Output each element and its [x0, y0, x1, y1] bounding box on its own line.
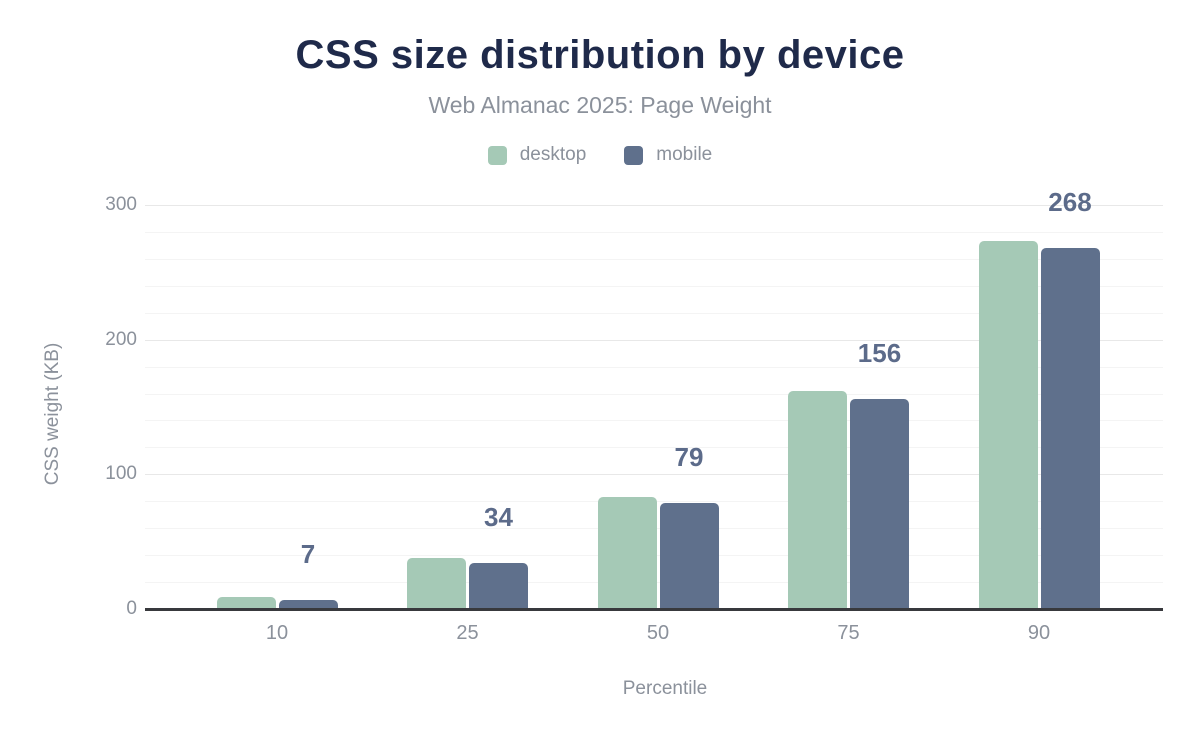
minor-gridline [145, 312, 1163, 314]
mobile-swatch-icon [624, 145, 644, 165]
x-axis-title: Percentile [622, 678, 708, 699]
y-axis-title: CSS weight (KB) [42, 342, 63, 486]
y-tick-label: 0 [126, 598, 137, 619]
x-tick-label: 75 [837, 622, 860, 644]
minor-gridline [145, 258, 1163, 260]
minor-gridline [145, 420, 1163, 422]
minor-gridline [145, 366, 1163, 368]
bar-mobile-p90[interactable] [1040, 248, 1100, 609]
major-gridline [145, 339, 1163, 341]
bar-value-label: 79 [674, 441, 704, 472]
bar-value-label: 156 [857, 337, 902, 368]
x-tick-label: 50 [646, 622, 670, 644]
x-tick-label: 25 [456, 622, 479, 644]
bar-desktop-p50[interactable] [597, 497, 657, 609]
bar-value-label: 34 [484, 502, 513, 533]
y-tick-label: 100 [105, 463, 137, 485]
x-axis-line [145, 608, 1163, 611]
bar-mobile-p75[interactable] [850, 398, 909, 609]
minor-gridline [145, 285, 1163, 287]
x-tick-label: 90 [1027, 622, 1051, 644]
legend: desktop mobile [0, 144, 1200, 166]
chart-title: CSS size distribution by device [295, 33, 905, 77]
y-tick-label: 300 [105, 194, 137, 215]
minor-gridline [145, 447, 1163, 449]
desktop-swatch-icon [487, 145, 507, 165]
bar-mobile-p10[interactable] [278, 599, 338, 609]
bar-value-label: 268 [1048, 187, 1092, 218]
minor-gridline [145, 231, 1163, 233]
chart-subtitle: Web Almanac 2025: Page Weight [428, 92, 772, 118]
major-gridline [145, 205, 1163, 206]
bar-mobile-p25[interactable] [469, 563, 528, 609]
y-tick-label: 200 [105, 328, 137, 350]
legend-label-mobile: mobile [656, 144, 713, 165]
bar-desktop-p75[interactable] [788, 390, 847, 609]
legend-item-desktop[interactable]: desktop [487, 144, 587, 166]
major-gridline [145, 474, 1163, 476]
minor-gridline [145, 393, 1163, 395]
legend-item-mobile[interactable]: mobile [624, 144, 712, 166]
bar-desktop-p10[interactable] [216, 596, 276, 609]
bar-mobile-p50[interactable] [659, 502, 719, 609]
legend-label-desktop: desktop [519, 144, 587, 165]
bar-desktop-p25[interactable] [407, 557, 466, 609]
x-tick-label: 10 [265, 622, 289, 644]
bar-desktop-p90[interactable] [978, 241, 1038, 609]
bar-value-label: 7 [300, 538, 316, 569]
